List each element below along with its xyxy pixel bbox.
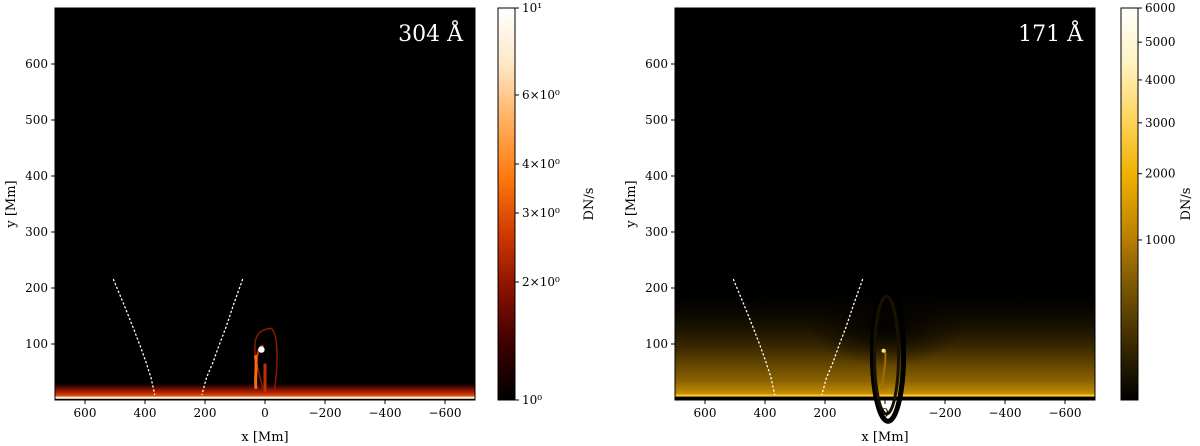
dotted-curve-1 — [732, 278, 776, 396]
y-tick-label: 300 — [25, 225, 48, 239]
x-tick-label: 600 — [74, 406, 97, 420]
y-tick-label: 300 — [645, 225, 668, 239]
panel-304: 600 400 200 0 −200 −400 −600 100 200 300 400 500 60… — [4, 1, 597, 445]
colorbar-label-304: DN/s — [582, 188, 597, 221]
colorbar-tick-label: 5000 — [1145, 35, 1176, 49]
x-tick-label: −200 — [309, 406, 342, 420]
emission-features-304 — [55, 327, 475, 400]
colorbar-304 — [497, 7, 516, 401]
colorbar-tick-label: 4000 — [1145, 73, 1176, 87]
x-tick-label: −600 — [429, 406, 462, 420]
x-axis-label-171: x [Mm] — [861, 430, 908, 445]
wavelength-label-171: 171 Å — [1018, 19, 1084, 47]
dotted-curve-2 — [201, 278, 244, 396]
y-tick-label: 200 — [25, 281, 48, 295]
colorbar-label-171: DN/s — [1179, 188, 1194, 221]
x-tick-label: 0 — [881, 406, 889, 420]
x-tick-label: 0 — [261, 406, 269, 420]
dotted-curve-2 — [821, 278, 864, 396]
emission-features-171 — [675, 284, 1095, 424]
x-tick-label: −600 — [1049, 406, 1082, 420]
y-tick-label: 400 — [645, 169, 668, 183]
colorbar-tick-label: 3×10⁰ — [522, 206, 560, 220]
colorbar-tick-label: 10⁰ — [522, 393, 542, 407]
x-ticks-304: 600 400 200 0 −200 −400 −600 — [74, 400, 462, 420]
colorbar-ticks-304: 10⁰ 2×10⁰ 3×10⁰ 4×10⁰ 6×10⁰ 10¹ — [515, 1, 560, 407]
y-tick-label: 500 — [645, 113, 668, 127]
x-tick-label: 200 — [814, 406, 837, 420]
x-tick-label: 200 — [194, 406, 217, 420]
y-axis-label-171: y [Mm] — [624, 180, 639, 228]
y-tick-label: 500 — [25, 113, 48, 127]
y-tick-label: 100 — [25, 337, 48, 351]
panel-171: 600 400 200 0 −200 −400 −600 10020030040050060… — [624, 1, 1194, 445]
wavelength-label-304: 304 Å — [398, 19, 464, 47]
x-tick-label: −200 — [929, 406, 962, 420]
colorbar-tick-label: 1000 — [1145, 233, 1176, 247]
colorbar-tick-label: 10¹ — [522, 1, 542, 15]
colorbar-tick-label: 3000 — [1145, 116, 1176, 130]
dotted-curves-171 — [732, 278, 864, 396]
colorbar-tick-label: 6000 — [1145, 1, 1176, 15]
x-tick-label: −400 — [989, 406, 1022, 420]
dotted-curves-304 — [112, 278, 244, 396]
colorbar-tick-label: 2000 — [1145, 167, 1176, 181]
dotted-curve-1 — [112, 278, 156, 396]
y-ticks-171: 100 200 300 400 500 600 — [645, 57, 675, 351]
y-ticks-304: 100 200 300 400 500 600 — [25, 57, 55, 351]
x-tick-label: 600 — [694, 406, 717, 420]
y-tick-label: 400 — [25, 169, 48, 183]
colorbar-tick-label: 6×10⁰ — [522, 88, 560, 102]
colorbar-171 — [1120, 7, 1139, 401]
x-tick-label: −400 — [369, 406, 402, 420]
x-ticks-171: 600 400 200 0 −200 −400 −600 — [694, 400, 1082, 420]
colorbar-tick-label: 4×10⁰ — [522, 157, 560, 171]
y-tick-label: 100 — [645, 337, 668, 351]
x-tick-label: 400 — [754, 406, 777, 420]
x-tick-label: 400 — [134, 406, 157, 420]
y-tick-label: 200 — [645, 281, 668, 295]
y-tick-label: 600 — [25, 57, 48, 71]
colorbar-ticks-171: 1000 2000 3000 4000 5000 6000 — [1138, 1, 1176, 247]
colorbar-tick-label: 2×10⁰ — [522, 275, 560, 289]
y-tick-label: 600 — [645, 57, 668, 71]
y-axis-label-304: y [Mm] — [4, 180, 19, 228]
image-area-304 — [55, 8, 475, 400]
x-axis-label-304: x [Mm] — [241, 430, 288, 445]
